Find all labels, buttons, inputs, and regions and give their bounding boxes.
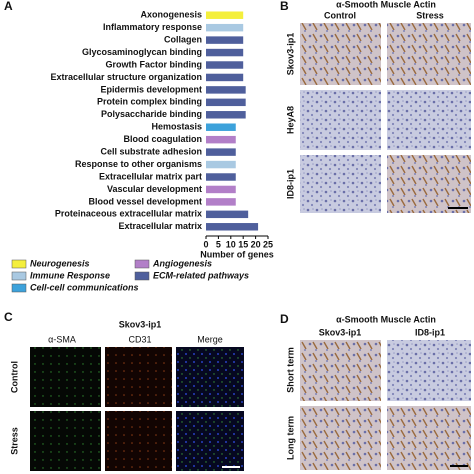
legend-swatch [11,271,27,281]
micrograph [105,347,172,407]
row-label: Short term [285,347,295,393]
category-label: Protein complex binding [97,97,202,107]
panel-title: α-Smooth Muscle Actin [336,314,436,324]
category-label: Inflammatory response [103,22,202,32]
x-tick-label: 20 [251,239,261,249]
micrograph [30,347,101,407]
micrograph [300,90,381,150]
panel-label: D [280,312,289,326]
micrograph [176,347,244,407]
micrograph [387,406,471,470]
category-label: Cell substrate adhesion [100,146,202,156]
row-label: HeyA8 [285,106,295,134]
bar [206,111,246,119]
column-label: ID8-ip1 [415,327,445,337]
bar [206,11,244,19]
micrograph [300,23,381,85]
bar [206,148,236,156]
legend-swatch [134,259,150,269]
bar [206,61,244,69]
panel-title: Skov3-ip1 [119,319,162,329]
legend-label: Cell-cell communications [30,282,139,292]
row-label: Control [9,361,19,393]
micrograph [176,411,244,471]
legend-swatch [134,271,150,281]
bar [206,135,236,144]
panel-title: α-Smooth Muscle Actin [336,0,436,9]
x-tick-label: 15 [238,239,248,249]
column-label: α-SMA [48,334,76,344]
column-label: Merge [197,334,223,344]
bar [206,210,249,219]
category-label: Glycosaminoglycan binding [82,47,202,57]
category-label: Polysaccharide binding [101,109,202,119]
category-label: Blood coagulation [124,134,203,144]
x-tick-label: 25 [263,239,273,249]
x-tick-label: 5 [216,239,221,249]
micrograph [105,411,172,471]
bar [206,160,236,169]
micrograph [387,155,471,213]
micrograph [387,90,471,150]
category-label: Hemostasis [151,122,202,132]
micrograph [387,23,471,85]
bar [206,198,236,206]
row-label: Skov3-ip1 [285,33,295,76]
category-label: Proteinaceous extracellular matrix [55,209,202,219]
column-label: Control [324,10,356,20]
bar [206,123,236,131]
bar [206,223,259,231]
category-label: Growth Factor binding [106,59,203,69]
panel-label: C [4,310,13,324]
row-label: Stress [9,427,19,455]
micrograph [30,411,101,471]
micrograph [300,155,381,213]
bar [206,48,244,57]
legend-label: ECM-related pathways [153,270,249,280]
legend-swatch [11,283,27,293]
legend-swatch [11,259,27,269]
row-label: Long term [285,416,295,460]
category-label: Extracellular matrix part [99,171,202,181]
category-label: Epidermis development [100,84,202,94]
legend-label: Neurogenesis [30,258,90,268]
category-label: Vascular development [107,184,202,194]
column-label: Skov3-ip1 [319,327,362,337]
category-label: Extracellular matrix [118,221,202,231]
micrograph [300,406,381,470]
category-label: Collagen [164,34,202,44]
bar [206,36,244,44]
x-axis-label: Number of genes [200,249,274,259]
micrograph [300,340,381,401]
bar [206,86,246,94]
column-label: CD31 [128,334,151,344]
bar [206,173,236,181]
bar [206,73,244,82]
micrograph [387,340,471,401]
legend-label: Immune Response [30,270,110,280]
category-label: Response to other organisms [75,159,202,169]
category-label: Blood vessel development [88,196,202,206]
bar [206,185,236,194]
column-label: Stress [416,10,444,20]
bar [206,23,244,32]
category-label: Extracellular structure organization [50,72,202,82]
bar [206,98,246,107]
panel-label: B [280,0,289,13]
panel-label: A [4,0,13,13]
category-label: Axonogenesis [140,10,202,20]
legend-label: Angiogenesis [152,258,212,268]
x-tick-label: 0 [203,239,208,249]
row-label: ID8-ip1 [285,169,295,199]
x-tick-label: 10 [226,239,236,249]
